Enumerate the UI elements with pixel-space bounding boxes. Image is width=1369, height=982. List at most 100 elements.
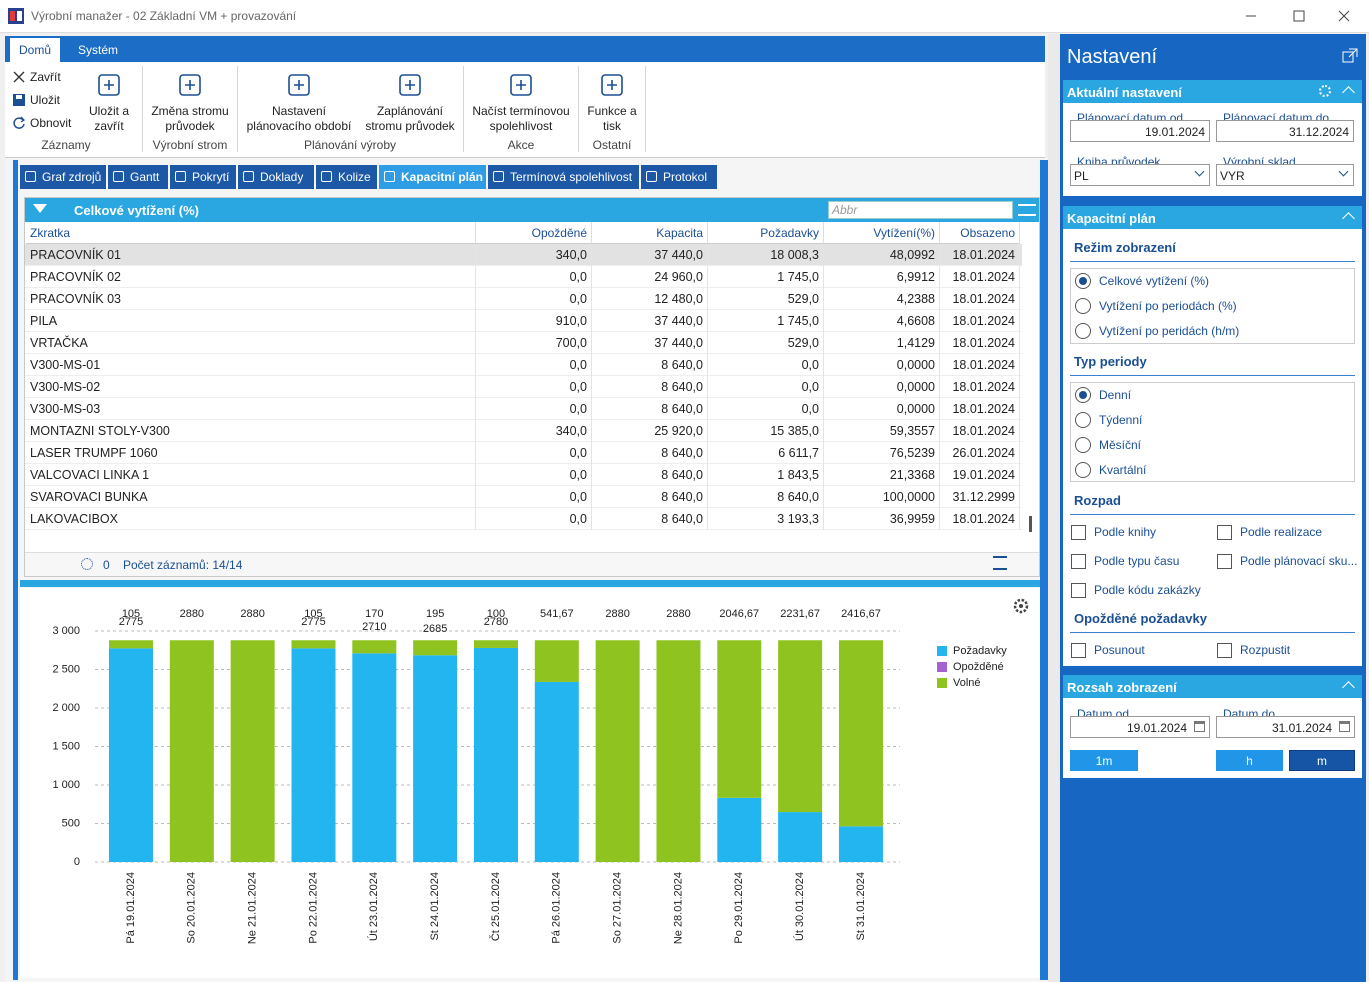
grid-cell: 59,3557 (824, 420, 940, 442)
radio-button[interactable] (1075, 387, 1091, 403)
tab-icon (384, 171, 395, 182)
data-label: 2880 (666, 608, 690, 620)
calendar-icon (1339, 721, 1350, 732)
window-controls[interactable] (1240, 6, 1360, 26)
view-tab[interactable]: Doklady (238, 165, 314, 189)
column-header[interactable]: Vytížení(%) (824, 222, 940, 244)
field-box[interactable]: 31.12.2024 (1216, 120, 1354, 142)
bar-segment (352, 640, 397, 654)
grid-row[interactable] (25, 332, 1022, 354)
grid-row[interactable] (25, 244, 1022, 266)
grid-row[interactable] (25, 486, 1022, 508)
checkbox[interactable] (1217, 554, 1232, 569)
chart-settings-icon[interactable] (1013, 598, 1029, 614)
field-box[interactable]: 19.01.2024 (1070, 716, 1210, 738)
tab-icon (646, 171, 657, 182)
grid-cell: 24 960,0 (592, 266, 708, 288)
view-tab[interactable]: Protokol (641, 165, 717, 189)
grid-row[interactable] (25, 310, 1022, 332)
grid-cell: 0,0 (476, 288, 592, 310)
ribbon-button[interactable]: Uložit (30, 93, 61, 107)
view-tab[interactable]: Kapacitní plán (379, 165, 486, 189)
field-box[interactable]: 19.01.2024 (1070, 120, 1210, 142)
radio-button[interactable] (1075, 462, 1091, 478)
freeze-icon[interactable] (81, 558, 93, 570)
view-tab[interactable]: Termínová spolehlivost (488, 165, 639, 189)
grid-footer (25, 552, 1039, 576)
scrollbar-thumb[interactable] (1029, 516, 1032, 532)
section-header[interactable] (1063, 80, 1362, 103)
view-tab[interactable]: Kolize (316, 165, 377, 189)
grid-row[interactable] (25, 508, 1022, 530)
ribbon-button[interactable]: Zaplánování stromu průvodek (365, 104, 455, 133)
panel-divider[interactable] (20, 580, 1040, 587)
settings-gear[interactable] (1319, 85, 1331, 97)
column-header[interactable]: Opožděné (476, 222, 592, 244)
grid-row[interactable] (25, 420, 1022, 442)
x-tick-label: So 20.01.2024 (186, 872, 198, 944)
ribbon-button[interactable]: Zavřít (30, 70, 61, 84)
section-header[interactable] (1063, 675, 1362, 698)
range-button[interactable]: 1m (1070, 750, 1138, 771)
grid-row[interactable] (25, 288, 1022, 310)
checkbox[interactable] (1071, 525, 1086, 540)
ribbon-tab[interactable]: Systém (77, 43, 118, 57)
tab-icon (175, 171, 186, 182)
grid-row[interactable] (25, 266, 1022, 288)
ribbon-button[interactable]: Změna stromu průvodek (151, 104, 229, 133)
grid-menu[interactable] (1018, 204, 1036, 216)
view-tab[interactable]: Pokrytí (170, 165, 236, 189)
popout-icon[interactable] (1342, 48, 1358, 64)
column-header[interactable]: Požadavky (708, 222, 824, 244)
grid-cell: 18 008,3 (708, 244, 824, 266)
radio-button[interactable] (1075, 298, 1091, 314)
splitter[interactable] (1048, 34, 1060, 982)
field-box[interactable]: VYR (1216, 164, 1354, 186)
ribbon-icon (288, 74, 310, 96)
view-tab[interactable]: Graf zdrojů (20, 165, 106, 189)
field-box[interactable]: 31.01.2024 (1216, 716, 1355, 738)
radio-button[interactable] (1075, 323, 1091, 339)
checkbox[interactable] (1071, 583, 1086, 598)
filter-icon[interactable] (33, 204, 47, 213)
ribbon-button[interactable]: Uložit a zavřít (88, 104, 129, 133)
radio-dot (1079, 391, 1087, 399)
field-box[interactable]: PL (1070, 164, 1210, 186)
checkbox[interactable] (1071, 643, 1086, 658)
range-button[interactable]: h (1216, 750, 1283, 771)
ribbon-group-label: Plánování výroby (303, 138, 397, 152)
grid-row[interactable] (25, 354, 1022, 376)
x-tick-label: Po 29.01.2024 (733, 872, 745, 944)
y-tick-label: 0 (74, 856, 80, 868)
ribbon-button[interactable]: Načíst termínovou spolehlivost (472, 104, 570, 133)
range-button[interactable]: m (1289, 750, 1355, 771)
ribbon-button[interactable]: Obnovit (30, 116, 72, 130)
grid-row[interactable] (25, 442, 1022, 464)
checkbox[interactable] (1217, 643, 1232, 658)
grid-row[interactable] (25, 398, 1022, 420)
grid-row[interactable] (25, 376, 1022, 398)
view-tab[interactable]: Gantt (108, 165, 168, 189)
grid-row[interactable] (25, 464, 1022, 486)
ribbon-button[interactable]: Nastavení plánovacího období (246, 104, 352, 133)
field-value: 31.12.2024 (1288, 125, 1349, 139)
radio-button[interactable] (1075, 437, 1091, 453)
column-header[interactable]: Kapacita (592, 222, 708, 244)
grid-cell: 12 480,0 (592, 288, 708, 310)
ribbon-tab[interactable]: Domů (10, 38, 60, 62)
sum-icon[interactable] (993, 556, 1007, 570)
column-header[interactable]: Obsazeno do (940, 222, 1020, 262)
grid-cell: 0,0 (476, 266, 592, 288)
column-header[interactable]: Zkratka (26, 222, 476, 244)
section-header[interactable] (1063, 206, 1362, 229)
grid-cell: V300-MS-03 (26, 398, 476, 420)
checkbox[interactable] (1217, 525, 1232, 540)
tab-label: Protokol (663, 170, 708, 184)
ribbon-button[interactable]: Funkce a tisk (587, 104, 637, 133)
x-tick-label: Po 22.01.2024 (307, 872, 319, 944)
search-box[interactable] (828, 201, 1013, 219)
radio-button[interactable] (1075, 412, 1091, 428)
checkbox[interactable] (1071, 554, 1086, 569)
grid-cell: 18.01.2024 (940, 332, 1020, 354)
radio-button[interactable] (1075, 273, 1091, 289)
